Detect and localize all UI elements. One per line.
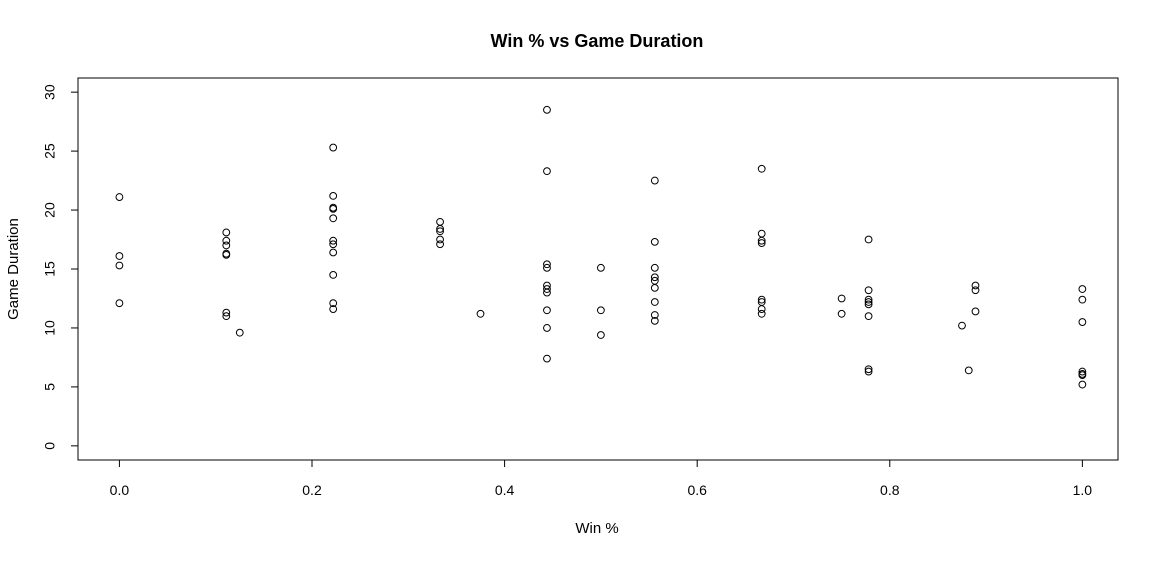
x-tick-label: 0.8 [880, 482, 900, 498]
data-point [329, 143, 338, 152]
data-point [864, 235, 873, 244]
data-point [115, 299, 124, 308]
data-point [329, 214, 338, 223]
data-point [837, 309, 846, 318]
data-point [650, 311, 659, 319]
data-point [222, 241, 231, 250]
data-point [837, 294, 846, 303]
data-point [864, 365, 873, 374]
data-point [864, 298, 873, 306]
data-point [543, 354, 551, 363]
data-point [543, 306, 551, 315]
data-point [971, 281, 980, 290]
data-point [543, 263, 551, 272]
y-axis-label: Game Duration [5, 218, 22, 320]
x-axis: 0.0 0.2 0.4 0.6 0.8 1.0 [110, 459, 1093, 498]
data-point [543, 285, 551, 293]
data-point [596, 331, 605, 339]
data-point [235, 328, 244, 337]
data-point [329, 299, 338, 308]
data-point [1078, 367, 1087, 376]
data-point [543, 105, 551, 114]
data-point [436, 227, 444, 236]
data-point [436, 235, 444, 244]
data-point [757, 295, 766, 304]
y-tick-label: 20 [42, 202, 58, 218]
data-point [543, 324, 551, 332]
data-point [958, 321, 966, 330]
data-point [757, 229, 766, 238]
data-point [115, 252, 124, 260]
data-point [650, 176, 659, 185]
x-tick-label: 1.0 [1073, 482, 1093, 498]
data-point [650, 263, 659, 272]
data-point [436, 225, 444, 233]
x-axis-label: Win % [575, 520, 618, 537]
data-point [650, 273, 659, 282]
data-point [864, 367, 873, 376]
data-point [964, 366, 973, 375]
data-point [115, 193, 124, 201]
data-point [329, 204, 338, 213]
y-tick-label: 25 [42, 143, 58, 159]
data-points [115, 105, 1087, 389]
y-tick-label: 5 [42, 383, 58, 391]
data-point [543, 288, 551, 297]
data-point [1078, 371, 1087, 380]
data-point [864, 295, 873, 304]
data-point [476, 309, 485, 318]
data-point [864, 300, 873, 309]
data-point [222, 228, 231, 237]
data-point [650, 237, 659, 246]
data-point [971, 286, 980, 295]
data-point [757, 239, 766, 247]
data-point [1078, 380, 1087, 389]
data-point [864, 312, 873, 321]
data-point [757, 236, 766, 245]
data-point [436, 240, 444, 249]
x-tick-label: 0.2 [302, 482, 322, 498]
data-point [650, 283, 659, 292]
data-point [329, 305, 338, 313]
data-point [757, 164, 766, 173]
y-tick-label: 30 [42, 84, 58, 100]
data-point [222, 250, 231, 259]
data-point [650, 298, 659, 306]
data-point [543, 167, 551, 176]
data-point [650, 316, 659, 325]
data-point [222, 308, 231, 317]
x-tick-label: 0.4 [495, 482, 515, 498]
data-point [329, 240, 338, 249]
data-point [1078, 318, 1087, 326]
data-point [543, 260, 551, 269]
data-point [596, 263, 605, 272]
data-point [864, 286, 873, 295]
x-tick-label: 0.0 [110, 482, 130, 498]
data-point [222, 236, 231, 245]
data-point [329, 192, 338, 200]
data-point [757, 309, 766, 318]
x-tick-label: 0.6 [687, 482, 707, 498]
data-point [1078, 285, 1087, 293]
data-point [329, 248, 338, 257]
data-point [436, 217, 444, 226]
data-point [971, 307, 980, 316]
data-point [596, 306, 605, 315]
data-point [1078, 295, 1087, 304]
y-tick-label: 0 [42, 442, 58, 450]
y-tick-label: 15 [42, 261, 58, 277]
y-axis: 0 5 10 15 20 25 30 [42, 84, 79, 450]
data-point [222, 312, 231, 321]
y-tick-label: 10 [42, 320, 58, 336]
data-point [329, 270, 338, 279]
data-point [757, 305, 766, 313]
data-point [329, 236, 338, 245]
data-point [115, 261, 124, 270]
chart-title: Win % vs Game Duration [491, 31, 704, 51]
